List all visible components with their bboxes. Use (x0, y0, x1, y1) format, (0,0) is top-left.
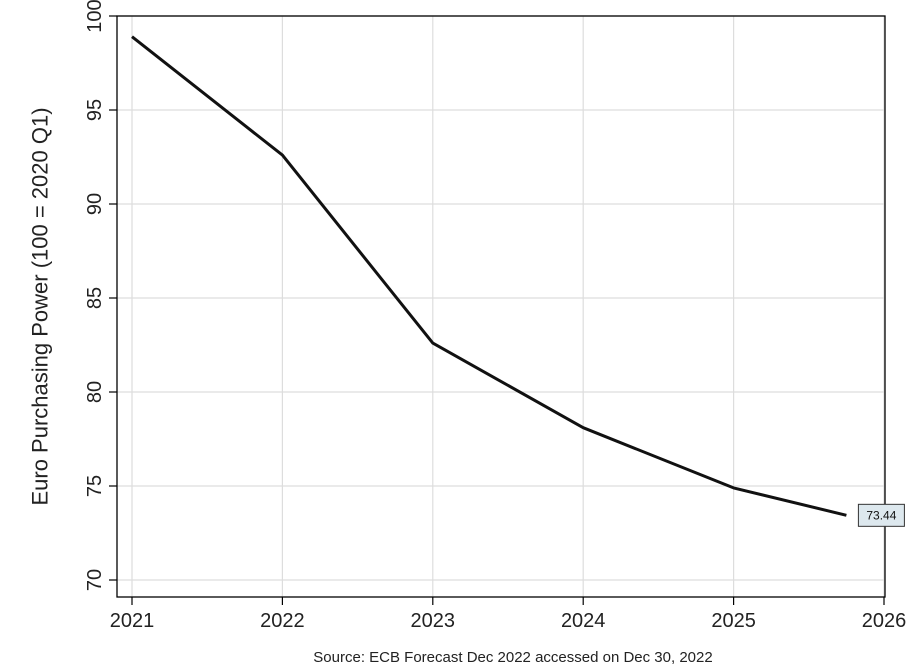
y-tick-label: 90 (84, 193, 106, 215)
x-tick-label: 2024 (561, 610, 606, 632)
source-note: Source: ECB Forecast Dec 2022 accessed o… (313, 649, 712, 666)
y-tick-label: 85 (84, 287, 106, 309)
series-line (131, 35, 847, 517)
y-tick-label: 100 (84, 0, 106, 33)
x-tick-label: 2022 (260, 610, 305, 632)
series (131, 35, 847, 517)
x-tick-label: 2025 (711, 610, 756, 632)
y-axis-title: Euro Purchasing Power (100 = 2020 Q1) (28, 107, 53, 505)
x-tick-label: 2023 (411, 610, 456, 632)
end-value-label-text: 73.44 (866, 508, 896, 522)
y-tick-label: 80 (84, 381, 106, 403)
x-tick-label: 2026 (862, 610, 907, 632)
axis-ticks: 70 75 80 85 90 95 100 2021 2022 2023 2024 2025 2026 (84, 0, 906, 632)
y-tick-label: 95 (84, 99, 106, 121)
x-tick-label: 2021 (110, 610, 155, 632)
end-value-label-box (857, 503, 905, 527)
y-tick-label: 75 (84, 475, 106, 497)
end-value-label: 73.44 (857, 503, 905, 527)
y-tick-label: 70 (84, 569, 106, 591)
plot-frame (116, 15, 886, 598)
grid (117, 15, 885, 597)
